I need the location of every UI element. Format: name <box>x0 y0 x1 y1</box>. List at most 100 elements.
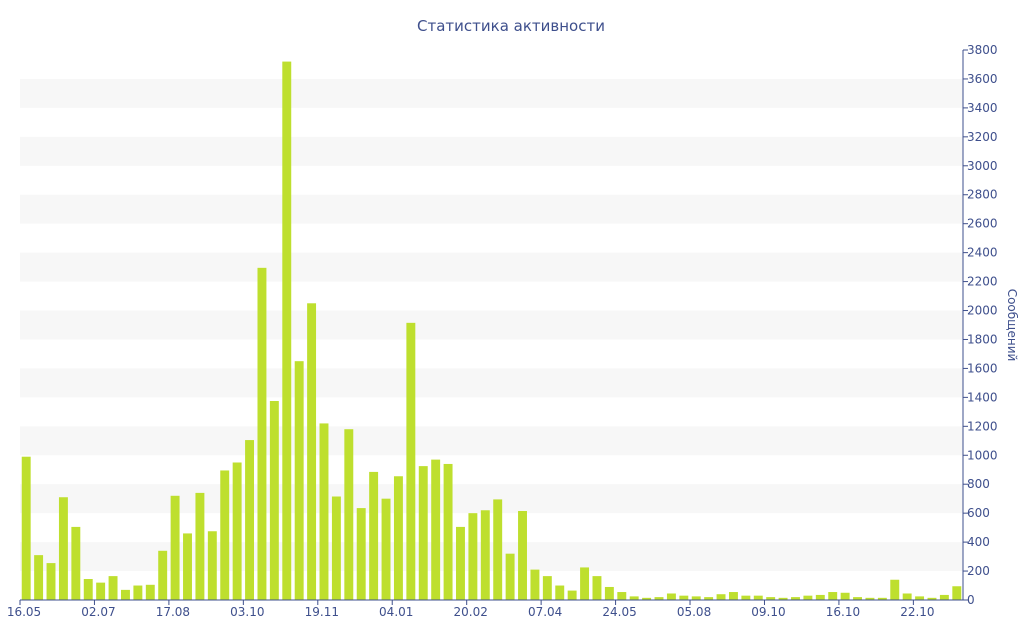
bar <box>456 526 465 600</box>
y-tick-label: 800 <box>967 477 990 491</box>
bar <box>207 531 217 600</box>
x-tick-label: 16.05 <box>7 605 41 619</box>
bar <box>480 510 490 600</box>
bar <box>34 555 44 600</box>
bar <box>939 594 949 600</box>
chart-title: Статистика активности <box>417 17 605 35</box>
bar <box>431 459 441 600</box>
bars <box>21 61 962 600</box>
bar <box>555 585 565 600</box>
bar <box>815 594 825 600</box>
bar <box>170 495 180 600</box>
bar <box>716 594 726 600</box>
bar <box>257 267 267 600</box>
bar <box>356 508 366 600</box>
bar <box>803 595 813 600</box>
bar <box>518 510 527 600</box>
y-tick-label: 3200 <box>967 130 998 144</box>
grid-band <box>20 78 963 108</box>
y-tick-label: 1800 <box>967 332 998 346</box>
bar <box>282 61 292 600</box>
y-tick-label: 1200 <box>967 419 998 433</box>
bar <box>269 400 279 600</box>
bar <box>220 470 230 600</box>
bar <box>505 553 515 600</box>
bar <box>877 597 887 600</box>
bar <box>865 597 875 600</box>
bar <box>493 499 503 600</box>
bar <box>245 440 255 600</box>
bar <box>158 550 168 600</box>
bar <box>542 576 552 600</box>
y-tick-label: 200 <box>967 564 990 578</box>
bar <box>567 590 577 600</box>
bar <box>704 597 714 600</box>
bar <box>604 586 614 600</box>
bar <box>592 576 602 600</box>
bar <box>443 463 453 600</box>
y-tick-label: 2600 <box>967 217 998 231</box>
bar <box>791 597 800 600</box>
bar <box>691 596 701 600</box>
bar <box>71 526 81 600</box>
y-tick-label: 2800 <box>967 188 998 202</box>
bar <box>853 597 862 600</box>
grid-band <box>20 368 963 398</box>
bar <box>133 585 143 600</box>
bar <box>21 456 31 600</box>
bar <box>927 597 937 600</box>
bar <box>344 429 354 600</box>
y-tick-label: 3800 <box>967 43 998 57</box>
y-tick-label: 0 <box>967 593 975 607</box>
x-tick-label: 17.08 <box>156 605 190 619</box>
x-tick-label: 20.02 <box>454 605 488 619</box>
bar <box>108 576 118 600</box>
x-tick-label: 02.07 <box>81 605 115 619</box>
bar <box>902 593 912 600</box>
bar <box>766 597 776 600</box>
y-tick-label: 3000 <box>967 159 998 173</box>
x-tick-label: 24.05 <box>602 605 636 619</box>
y-tick-label: 1400 <box>967 390 998 404</box>
grid-band <box>20 194 963 224</box>
bar <box>331 496 341 600</box>
bar <box>96 582 106 600</box>
bar <box>381 498 391 600</box>
bar <box>617 592 627 600</box>
x-tick-label: 09.10 <box>751 605 785 619</box>
bar <box>679 595 689 600</box>
x-tick-label: 05.08 <box>677 605 711 619</box>
bar <box>183 533 192 600</box>
bar <box>828 592 838 600</box>
bar <box>666 593 676 600</box>
bar <box>83 579 93 600</box>
bar <box>915 596 925 600</box>
bar <box>121 589 130 600</box>
bar <box>753 595 763 600</box>
y-tick-label: 2000 <box>967 304 998 318</box>
bar <box>741 595 751 600</box>
bar <box>46 563 56 600</box>
bar <box>530 569 540 600</box>
grid-band <box>20 136 963 166</box>
grid-band <box>20 426 963 456</box>
x-tick-label: 22.10 <box>900 605 934 619</box>
y-tick-label: 2400 <box>967 246 998 260</box>
bar <box>728 592 738 600</box>
grid-band <box>20 252 963 282</box>
x-tick-labels: 16.05 02.07 17.08 03.10 19.11 04.01 20.02 07.04… <box>7 605 935 619</box>
bar <box>145 584 155 600</box>
bar <box>319 423 329 600</box>
axes <box>19 49 968 605</box>
bar <box>952 586 962 600</box>
bar <box>232 462 242 600</box>
y-tick-label: 400 <box>967 535 990 549</box>
bar <box>307 303 317 600</box>
bar <box>195 492 205 600</box>
bar <box>294 361 304 600</box>
y-tick-label: 3400 <box>967 101 998 115</box>
bar <box>468 513 478 600</box>
bar <box>393 476 403 600</box>
bar <box>778 597 788 600</box>
